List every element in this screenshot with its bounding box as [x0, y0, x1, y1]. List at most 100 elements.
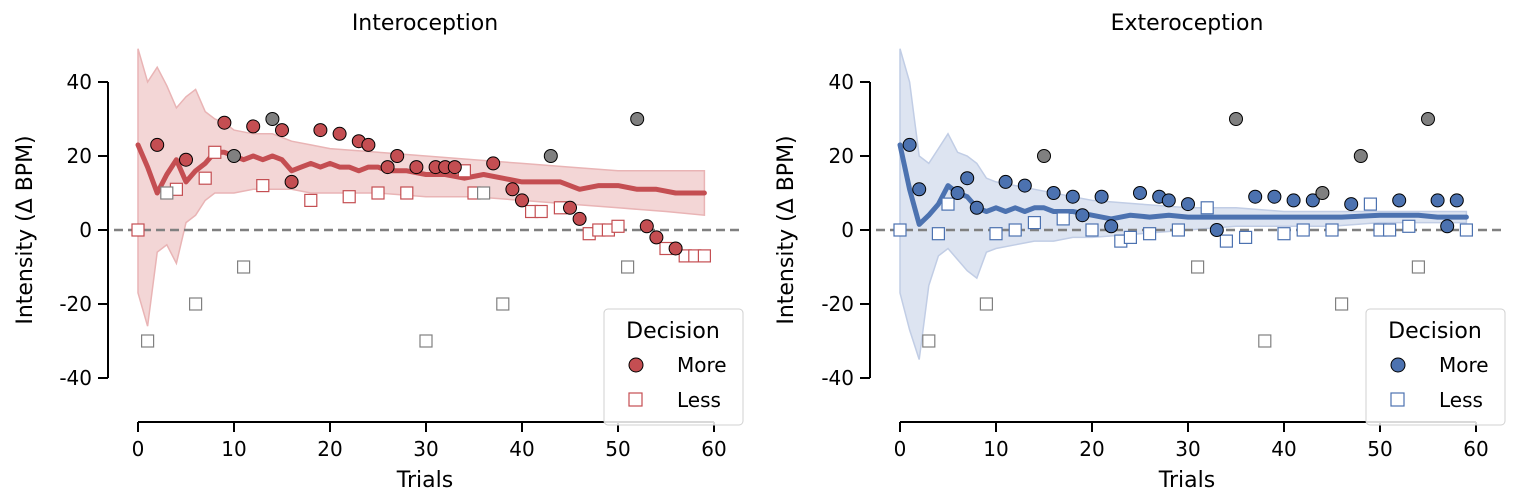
more-decision-point — [1209, 223, 1224, 237]
more-decision-point — [447, 160, 462, 175]
less-decision-point — [1008, 223, 1022, 237]
more-decision-point — [313, 123, 328, 138]
more-decision-point — [1344, 197, 1359, 212]
more-decision-point — [246, 119, 261, 134]
more-decision-point — [1305, 193, 1320, 208]
legend-more-label: More — [677, 353, 727, 377]
less-decision-point — [1296, 223, 1310, 237]
x-tick-label: 50 — [605, 437, 630, 461]
catch-less-point — [1411, 260, 1426, 274]
y-tick-label: 0 — [79, 218, 92, 242]
less-decision-point — [1402, 219, 1416, 233]
less-decision-point — [1277, 227, 1291, 241]
catch-more-point — [1353, 149, 1368, 163]
catch-more-point — [1421, 112, 1435, 126]
chart-title: Exteroception — [1111, 11, 1264, 36]
x-tick-label: 20 — [317, 437, 342, 461]
more-decision-point — [1104, 219, 1119, 234]
catch-less-point — [979, 297, 994, 311]
y-tick-label: 40 — [829, 70, 854, 94]
plot-area: -40 -20 0 20 40 0 10 20 30 40 50 60 — [821, 48, 1505, 461]
more-decision-point — [563, 200, 577, 215]
y-axis-label: Intensity (Δ BPM) — [13, 135, 38, 324]
less-decision-point — [1363, 197, 1378, 211]
catch-less-point — [1334, 297, 1349, 311]
legend: Decision More Less — [603, 308, 744, 426]
more-decision-point — [1017, 178, 1032, 193]
catch-less-point — [1190, 260, 1205, 274]
more-decision-point — [332, 126, 347, 141]
interoception-panel: Interoception -40 -20 0 20 40 0 10 20 30 40 50 60 T… — [13, 11, 744, 493]
more-decision-point — [486, 156, 501, 171]
x-tick-label: 0 — [132, 437, 145, 461]
less-decision-point — [893, 223, 907, 237]
chart-title: Interoception — [352, 11, 498, 36]
x-tick-label: 10 — [983, 437, 1008, 461]
less-decision-point — [256, 179, 270, 193]
less-decision-point — [1459, 223, 1474, 237]
more-decision-point — [380, 160, 395, 175]
x-tick-label: 50 — [1367, 437, 1392, 461]
less-decision-point — [198, 171, 212, 185]
legend: Decision More Less — [1365, 308, 1506, 426]
more-decision-point — [1181, 197, 1195, 212]
more-decision-point — [1046, 186, 1061, 200]
catch-more-point — [265, 112, 280, 126]
x-axis-label: Trials — [1158, 468, 1215, 493]
x-tick-label: 40 — [1271, 437, 1296, 461]
more-decision-point — [668, 241, 683, 256]
less-decision-point — [989, 227, 1003, 241]
less-decision-point — [1142, 227, 1157, 241]
less-decision-point — [941, 197, 955, 211]
legend-less-marker — [1390, 392, 1405, 407]
x-tick-label: 60 — [701, 437, 726, 461]
catch-more-point — [1315, 186, 1330, 200]
more-decision-point — [998, 174, 1013, 189]
catch-less-point — [496, 297, 510, 311]
catch-more-point — [1037, 149, 1051, 163]
legend-less-marker — [628, 392, 643, 407]
more-decision-point — [217, 115, 232, 130]
less-decision-point — [1056, 212, 1070, 226]
x-tick-label: 40 — [509, 437, 534, 461]
legend-title: Decision — [1388, 319, 1482, 344]
more-decision-point — [969, 200, 984, 215]
more-decision-point — [960, 171, 975, 186]
more-decision-point — [275, 123, 289, 138]
catch-more-point — [227, 149, 241, 163]
more-decision-point — [1075, 208, 1090, 223]
y-tick-label: 20 — [67, 144, 92, 168]
y-tick-label: -20 — [59, 292, 92, 316]
more-decision-point — [902, 137, 917, 152]
less-decision-point — [131, 223, 145, 237]
less-decision-point — [1325, 223, 1339, 237]
more-decision-point — [649, 230, 664, 245]
less-decision-point — [534, 204, 548, 219]
x-tick-label: 0 — [894, 437, 907, 461]
catch-less-point — [160, 186, 174, 200]
more-decision-point — [515, 193, 529, 208]
less-decision-point — [1123, 230, 1138, 244]
confidence-band — [137, 48, 706, 327]
catch-less-point — [237, 260, 251, 274]
more-decision-point — [1133, 186, 1147, 200]
y-tick-label: 20 — [829, 144, 854, 168]
x-tick-label: 60 — [1463, 437, 1488, 461]
less-decision-point — [1219, 234, 1234, 248]
more-decision-point — [1392, 193, 1407, 208]
catch-less-point — [1258, 334, 1272, 348]
less-decision-point — [1171, 223, 1186, 237]
legend-more-label: More — [1439, 353, 1489, 377]
more-decision-point — [179, 152, 193, 167]
more-decision-point — [505, 182, 520, 197]
legend-less-label: Less — [677, 388, 721, 412]
legend-title: Decision — [626, 319, 720, 344]
y-axis-label: Intensity (Δ BPM) — [774, 135, 799, 324]
more-decision-point — [1286, 193, 1301, 208]
catch-more-point — [630, 112, 645, 126]
catch-less-point — [477, 186, 491, 200]
more-decision-point — [1430, 193, 1445, 208]
x-tick-label: 30 — [1175, 437, 1200, 461]
more-decision-point — [639, 219, 654, 234]
